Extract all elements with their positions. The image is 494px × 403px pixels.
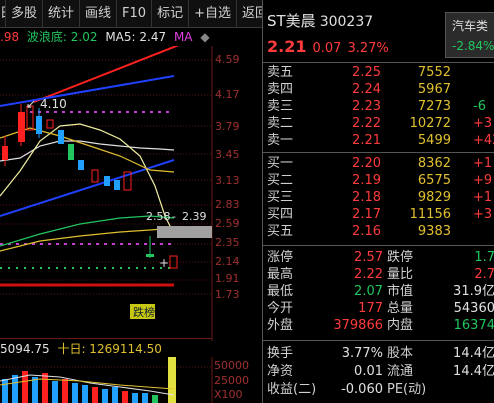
ask-row[interactable]: 卖五 2.25 7552 bbox=[267, 65, 451, 80]
axis-tick: 2.14 bbox=[215, 255, 240, 268]
axis-tick: 3.79 bbox=[215, 120, 240, 133]
high-marker-label: 4.10 bbox=[40, 97, 67, 111]
tab-draw-line[interactable]: 画线 bbox=[80, 0, 118, 28]
bid-row[interactable]: 买三 2.18 9829 +1 bbox=[267, 190, 493, 205]
candles bbox=[2, 104, 178, 269]
tab-statistics[interactable]: 统计 bbox=[43, 0, 81, 28]
svg-text:-: - bbox=[172, 210, 176, 223]
volume-partial: 5094.75 bbox=[0, 342, 50, 356]
bid-row[interactable]: 买五 2.16 9383 bbox=[267, 224, 451, 239]
ma-label: MA bbox=[173, 30, 193, 44]
vol-axis-mid: 25000 bbox=[214, 374, 249, 387]
axis-tick: 4.59 bbox=[215, 53, 240, 66]
ask-row[interactable]: 卖三 2.23 7273 -6 bbox=[267, 99, 486, 114]
ma5-label: MA5: 2.47 bbox=[105, 30, 167, 44]
toolbar: 日线 多股 统计 画线 F10 标记 +自选 返回 bbox=[0, 0, 275, 28]
axis-tick: 1.73 bbox=[215, 288, 240, 301]
indicator-partial: .98 bbox=[0, 30, 20, 44]
stock-change: 0.07 bbox=[312, 41, 342, 56]
volume-header: 5094.75 十日: 1269114.50 bbox=[0, 341, 212, 357]
vol-axis-unit: X100 bbox=[214, 388, 243, 401]
stat-row: 换手 3.77% 股本 14.4亿 bbox=[267, 346, 494, 361]
axis-tick: 2.83 bbox=[215, 198, 240, 211]
vol-axis-top: 50000 bbox=[214, 359, 249, 372]
kline-chart[interactable]: 4.10 ↙ 2.58 - 2.39 + 跌榜 bbox=[0, 46, 262, 341]
signal-badge bbox=[130, 304, 155, 319]
bid-row[interactable]: 买二 2.19 6575 +9 bbox=[267, 173, 493, 188]
axis-tick: 2.59 bbox=[215, 217, 240, 230]
svg-text:↙: ↙ bbox=[26, 97, 36, 111]
stock-code: 300237 bbox=[319, 14, 374, 30]
quote-panel: ST美晨 300237 2.21 0.07 3.27% 汽车类 -2.84% 卖五 2… bbox=[262, 0, 494, 403]
ma-long bbox=[0, 227, 175, 252]
stock-price-row: 2.21 0.07 3.27% bbox=[267, 37, 389, 56]
axis-tick: 4.17 bbox=[215, 88, 240, 101]
crosshair-icon: + bbox=[159, 256, 169, 270]
tab-f10[interactable]: F10 bbox=[117, 0, 153, 28]
ma-yellow-fast bbox=[0, 123, 176, 237]
tab-add-watchlist[interactable]: +自选 bbox=[189, 0, 237, 28]
sector-change: -2.84% bbox=[452, 39, 494, 53]
ma-yellow bbox=[0, 127, 175, 173]
support-box bbox=[157, 226, 212, 238]
ten-day-volume: 十日: 1269114.50 bbox=[57, 342, 162, 356]
axis-tick: 3.13 bbox=[215, 174, 240, 187]
sector-name: 汽车类 bbox=[452, 19, 489, 33]
ask-row[interactable]: 卖一 2.21 5499 +42 bbox=[267, 133, 494, 148]
stock-price: 2.21 bbox=[267, 37, 307, 56]
stat-row: 净资 0.01 流通 14.4亿 bbox=[267, 364, 494, 379]
low-left-label: 2.58 bbox=[146, 210, 171, 223]
ask-row[interactable]: 卖二 2.22 10272 +3 bbox=[267, 116, 493, 131]
bid-row[interactable]: 买四 2.17 11156 +3 bbox=[267, 207, 493, 222]
stat-row: 今开 177 总量 54360 bbox=[267, 301, 494, 316]
tab-mark[interactable]: 标记 bbox=[152, 0, 190, 28]
stat-row: 外盘 379866 内盘 16374 bbox=[267, 318, 494, 333]
ask-row[interactable]: 卖四 2.24 5967 bbox=[267, 82, 451, 97]
resistance-line bbox=[33, 46, 180, 103]
axis-tick: 3.45 bbox=[215, 148, 240, 161]
ma-white bbox=[0, 140, 175, 162]
bid-row[interactable]: 买一 2.20 8362 +1 bbox=[267, 156, 493, 171]
stock-name: ST美晨 bbox=[267, 12, 316, 30]
ma-green bbox=[0, 215, 175, 247]
stock-change-pct: 3.27% bbox=[347, 41, 389, 56]
stat-row: 最低 2.07 市值 31.9亿 bbox=[267, 284, 494, 299]
stock-title: ST美晨 300237 bbox=[267, 10, 373, 31]
axis-tick: 1.91 bbox=[215, 272, 240, 285]
axis-tick: 2.35 bbox=[215, 236, 240, 249]
tab-multi-stock[interactable]: 多股 bbox=[6, 0, 44, 28]
channel-bottom-line bbox=[0, 159, 175, 217]
stat-row: 最高 2.22 量比 2.7 bbox=[267, 267, 494, 282]
signal-text: 跌榜 bbox=[133, 305, 155, 319]
volume-chart[interactable]: 50000 25000 X100 bbox=[0, 357, 262, 403]
indicator-bar: .98 波浪底: 2.02 MA5: 2.47 MA ◆ bbox=[0, 28, 212, 46]
sector-box[interactable]: 汽车类 -2.84% bbox=[445, 12, 494, 58]
channel-top-line bbox=[0, 75, 175, 107]
indicator-dropdown-icon[interactable]: ◆ bbox=[200, 30, 210, 44]
stat-row: 收益(二) -0.060 PE(动) bbox=[267, 382, 427, 397]
stat-row: 涨停 2.57 跌停 1.7 bbox=[267, 250, 494, 265]
wave-bottom-label: 波浪底: 2.02 bbox=[26, 30, 98, 44]
tab-daily[interactable]: 日线 bbox=[0, 0, 6, 28]
low-right-label: 2.39 bbox=[182, 210, 207, 223]
